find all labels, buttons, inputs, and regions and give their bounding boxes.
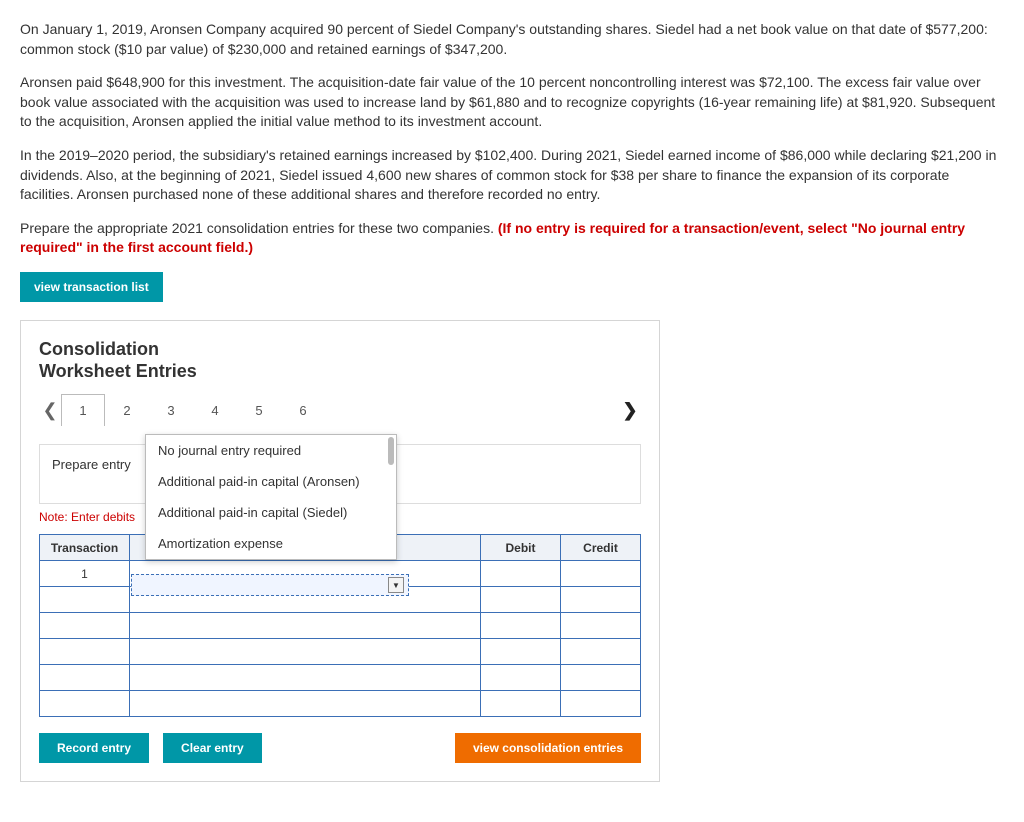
credit-cell[interactable] (561, 691, 641, 717)
dropdown-option[interactable]: Additional paid-in capital (Siedel) (146, 497, 396, 528)
account-cell[interactable] (130, 639, 481, 665)
view-consolidation-entries-button[interactable]: view consolidation entries (455, 733, 641, 763)
tab-next-chevron[interactable]: ❯ (619, 400, 641, 421)
view-transaction-list-button[interactable]: view transaction list (20, 272, 163, 302)
transaction-cell: 1 (40, 561, 130, 587)
panel-title-line2: Worksheet Entries (39, 361, 197, 381)
panel-title-line1: Consolidation (39, 339, 159, 359)
tab-3[interactable]: 3 (149, 394, 193, 426)
problem-paragraph-1: On January 1, 2019, Aronsen Company acqu… (20, 20, 1004, 59)
account-cell[interactable] (130, 613, 481, 639)
journal-entry-table: Transaction Debit Credit 1 (39, 534, 641, 717)
clear-entry-button[interactable]: Clear entry (163, 733, 262, 763)
dropdown-option[interactable]: Amortization expense (146, 528, 396, 559)
dropdown-scrollbar-thumb[interactable] (388, 437, 394, 465)
tab-prev-chevron[interactable]: ❮ (39, 400, 61, 421)
credit-cell[interactable] (561, 587, 641, 613)
tab-1[interactable]: 1 (61, 394, 105, 426)
debit-cell[interactable] (481, 639, 561, 665)
problem-paragraph-4: Prepare the appropriate 2021 consolidati… (20, 219, 1004, 258)
account-dropdown: No journal entry required Additional pai… (145, 434, 397, 560)
button-row: Record entry Clear entry view consolidat… (39, 733, 641, 763)
account-select-trigger[interactable]: ▼ (131, 574, 409, 596)
tab-row: ❮ 1 2 3 4 5 6 ❯ (39, 394, 641, 426)
debit-cell[interactable] (481, 561, 561, 587)
header-transaction: Transaction (40, 535, 130, 561)
panel-title: Consolidation Worksheet Entries (39, 339, 641, 382)
tab-4[interactable]: 4 (193, 394, 237, 426)
tabs-container: 1 2 3 4 5 6 (61, 394, 325, 426)
debit-cell[interactable] (481, 691, 561, 717)
problem-paragraph-2: Aronsen paid $648,900 for this investmen… (20, 73, 1004, 132)
dropdown-option[interactable]: No journal entry required (146, 435, 396, 466)
problem-statement: On January 1, 2019, Aronsen Company acqu… (20, 20, 1004, 258)
table-row (40, 613, 641, 639)
problem-paragraph-3: In the 2019–2020 period, the subsidiary'… (20, 146, 1004, 205)
debit-cell[interactable] (481, 587, 561, 613)
credit-cell[interactable] (561, 665, 641, 691)
instruction-text: Prepare entry (52, 457, 131, 472)
debit-cell[interactable] (481, 665, 561, 691)
worksheet-body: Prepare entry Note: Enter debits Transac… (39, 444, 641, 763)
prompt-lead: Prepare the appropriate 2021 consolidati… (20, 220, 498, 236)
tab-6[interactable]: 6 (281, 394, 325, 426)
header-debit: Debit (481, 535, 561, 561)
credit-cell[interactable] (561, 639, 641, 665)
credit-cell[interactable] (561, 561, 641, 587)
account-cell[interactable] (130, 665, 481, 691)
tab-2[interactable]: 2 (105, 394, 149, 426)
credit-cell[interactable] (561, 613, 641, 639)
table-row (40, 691, 641, 717)
header-credit: Credit (561, 535, 641, 561)
table-row (40, 639, 641, 665)
debit-cell[interactable] (481, 613, 561, 639)
record-entry-button[interactable]: Record entry (39, 733, 149, 763)
dropdown-option[interactable]: Additional paid-in capital (Aronsen) (146, 466, 396, 497)
table-row (40, 665, 641, 691)
tab-5[interactable]: 5 (237, 394, 281, 426)
consolidation-panel: Consolidation Worksheet Entries ❮ 1 2 3 … (20, 320, 660, 782)
chevron-down-icon: ▼ (388, 577, 404, 593)
account-cell[interactable] (130, 691, 481, 717)
